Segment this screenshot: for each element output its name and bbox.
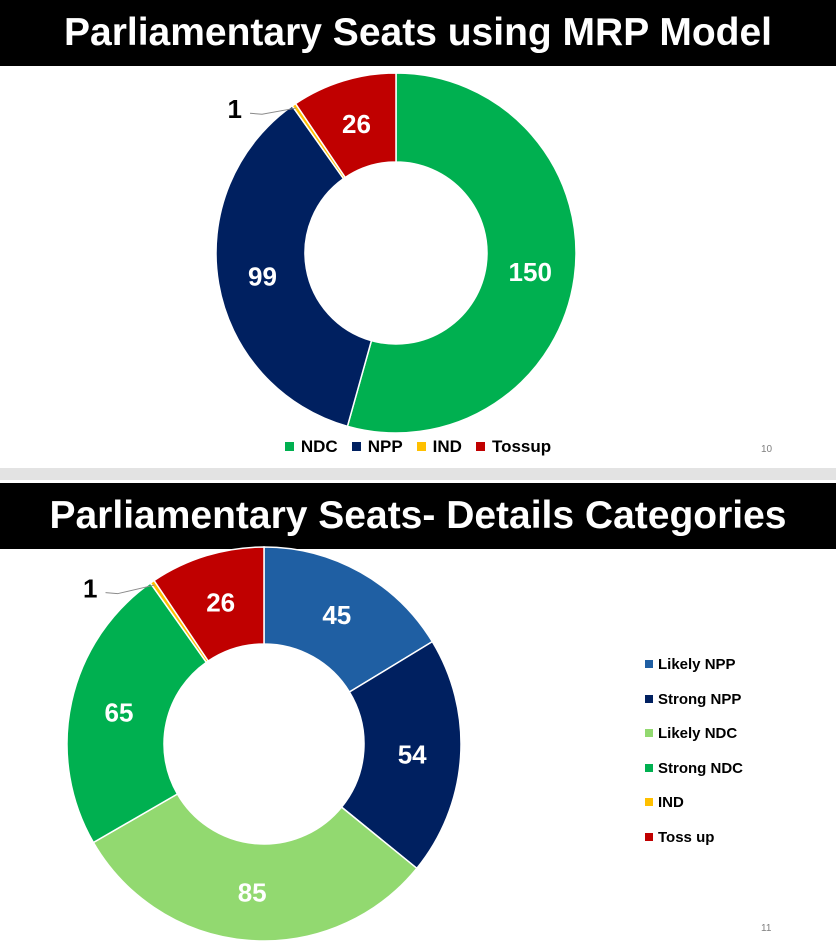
legend-item-strong-npp: Strong NPP bbox=[645, 691, 743, 726]
slice-strong-npp bbox=[340, 640, 462, 870]
legend-label: Likely NPP bbox=[658, 656, 736, 673]
legend-item-toss-up: Toss up bbox=[645, 829, 743, 864]
legend-label: NPP bbox=[367, 437, 403, 456]
data-label-toss-up: 26 bbox=[206, 587, 235, 617]
data-label-ndc: 150 bbox=[509, 257, 552, 287]
data-label-npp: 99 bbox=[248, 261, 277, 291]
slice-strong-ndc bbox=[66, 582, 208, 844]
legend-item-likely-npp: Likely NPP bbox=[645, 656, 743, 691]
slice-toss-up bbox=[153, 546, 265, 663]
legend-swatch bbox=[416, 442, 426, 451]
data-label-ind: 1 bbox=[228, 94, 242, 124]
slide-separator bbox=[0, 468, 836, 480]
data-label-ind: 1 bbox=[83, 574, 97, 604]
legend-item-ind: IND bbox=[645, 794, 743, 829]
data-label-tossup: 26 bbox=[342, 109, 371, 139]
legend-label: Strong NDC bbox=[658, 759, 743, 777]
slide-10: Parliamentary Seats using MRP Model 150 9… bbox=[0, 0, 836, 468]
legend-label: Tossup bbox=[491, 437, 552, 456]
legend-item-ndc: NDC bbox=[284, 437, 338, 457]
legend-swatch bbox=[475, 442, 485, 451]
chart-legend: NDC NPP IND Tossup bbox=[0, 437, 836, 457]
legend-swatch bbox=[645, 694, 653, 703]
legend-label: IND bbox=[432, 437, 462, 456]
legend-label: Toss up bbox=[658, 828, 715, 846]
chart-legend: Likely NPP Strong NPP Likely NDC Strong NDC… bbox=[645, 656, 743, 863]
slice-npp bbox=[215, 104, 373, 428]
legend-swatch bbox=[645, 729, 653, 737]
legend-label: Strong NPP bbox=[658, 690, 742, 708]
legend-label: NDC bbox=[300, 437, 338, 456]
legend-swatch bbox=[645, 763, 653, 772]
donut-chart-mrp: 150 99 1 26 bbox=[215, 72, 577, 434]
slide-title: Parliamentary Seats using MRP Model bbox=[0, 0, 836, 66]
legend-swatch bbox=[645, 660, 653, 668]
legend-item-ind: IND bbox=[416, 437, 462, 457]
data-label-likely-ndc: 85 bbox=[238, 877, 267, 907]
data-label-strong-npp: 54 bbox=[398, 739, 427, 769]
leader-line-ind bbox=[249, 107, 297, 115]
slice-likely-npp bbox=[263, 546, 434, 694]
data-label-likely-npp: 45 bbox=[322, 600, 351, 630]
leader-line-ind bbox=[105, 584, 155, 595]
slice-tossup bbox=[294, 72, 397, 179]
legend-swatch bbox=[645, 832, 653, 841]
legend-swatch bbox=[645, 798, 653, 806]
legend-item-likely-ndc: Likely NDC bbox=[645, 725, 743, 760]
donut-chart-details: 45 54 85 65 1 26 bbox=[66, 546, 462, 942]
legend-swatch bbox=[351, 442, 361, 451]
legend-item-npp: NPP bbox=[351, 437, 403, 457]
slide-number: 11 bbox=[761, 923, 772, 934]
slide-number: 10 bbox=[761, 444, 773, 455]
legend-label: IND bbox=[658, 794, 684, 811]
legend-item-strong-ndc: Strong NDC bbox=[645, 760, 743, 795]
slide-title: Parliamentary Seats- Details Categories bbox=[0, 483, 836, 549]
slide-11: Parliamentary Seats- Details Categories … bbox=[0, 480, 836, 944]
slice-ndc bbox=[346, 72, 577, 434]
legend-swatch bbox=[284, 442, 294, 451]
legend-item-tossup: Tossup bbox=[475, 437, 552, 457]
slice-likely-ndc bbox=[92, 792, 418, 942]
legend-label: Likely NDC bbox=[658, 725, 738, 742]
data-label-strong-ndc: 65 bbox=[104, 697, 133, 727]
